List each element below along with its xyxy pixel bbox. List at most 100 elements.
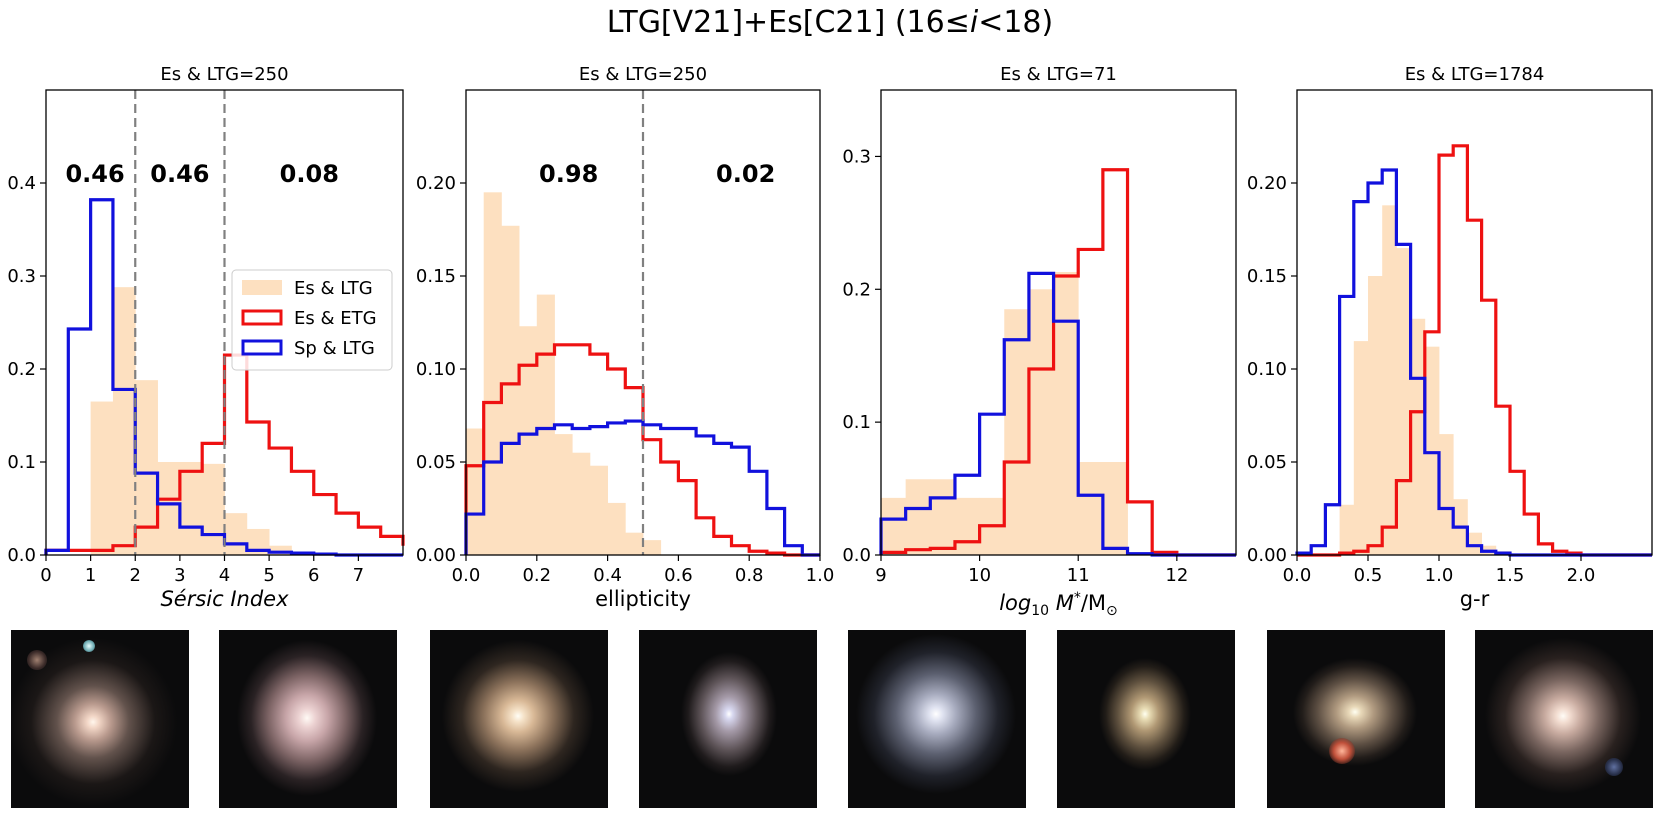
galaxy-thumbnail-7 <box>1267 630 1445 808</box>
y-tick-label: 0.05 <box>1247 452 1287 473</box>
y-tick-label: 0.00 <box>416 545 456 566</box>
y-tick-label: 0.4 <box>7 173 36 194</box>
hist-bar <box>519 326 538 555</box>
step-line-es-etg <box>1297 144 1652 557</box>
panel-title: Es & LTG=250 <box>579 64 707 85</box>
panel-title: Es & LTG=1784 <box>1405 64 1545 85</box>
y-tick-label: 0.00 <box>1247 545 1287 566</box>
x-tick-label: 1 <box>85 565 96 586</box>
fraction-label: 0.98 <box>539 160 598 188</box>
y-tick-label: 0.0 <box>842 545 871 566</box>
panel-title: Es & LTG=71 <box>1000 64 1117 85</box>
hist-bar <box>501 225 520 555</box>
y-tick-label: 0.3 <box>842 146 871 167</box>
x-tick-label: 5 <box>263 565 274 586</box>
y-tick-label: 0.15 <box>416 266 456 287</box>
hist-bar <box>1102 462 1128 555</box>
legend-swatch <box>241 309 283 326</box>
hist-bar <box>625 532 644 555</box>
figure: LTG[V21]+Es[C21] (16≤i<18) 0.46 0.46 0.080… <box>7 5 1653 619</box>
y-tick-label: 0.20 <box>416 173 456 194</box>
galaxy-thumbnail-8 <box>1475 630 1653 808</box>
histogram-panel-4 <box>1291 89 1653 561</box>
hist-bar <box>1028 289 1054 555</box>
hist-bar <box>1467 532 1482 555</box>
x-tick-label: 0.5 <box>1354 565 1383 586</box>
step-line-sp-ltg <box>44 198 403 557</box>
x-tick-label: 7 <box>353 565 364 586</box>
hist-bar <box>1339 504 1355 555</box>
hist-bar <box>246 528 270 555</box>
fraction-label: 0.08 <box>280 160 339 188</box>
histogram-panel-1 <box>40 89 405 561</box>
x-tick-label: 2 <box>130 565 141 586</box>
galaxy-thumbnail-3 <box>430 630 608 808</box>
star-icon <box>1329 738 1355 764</box>
y-tick-label: 0.0 <box>7 545 36 566</box>
x-axis-label: ellipticity <box>595 587 691 611</box>
galaxy-thumbnail-5 <box>848 630 1026 808</box>
hist-bar <box>483 192 502 556</box>
y-tick-label: 0.2 <box>7 359 36 380</box>
galaxy-thumbnail-6 <box>1057 630 1235 808</box>
hist-bar <box>607 502 626 555</box>
legend-swatch <box>241 339 283 356</box>
hist-bar <box>1368 276 1383 555</box>
fraction-label: 0.46 <box>65 160 124 188</box>
star-icon <box>27 650 47 670</box>
hist-bar <box>1424 346 1440 555</box>
hist-bar <box>589 465 608 555</box>
star-icon <box>1605 758 1623 776</box>
x-tick-label: 10 <box>968 565 991 586</box>
x-tick-label: 11 <box>1067 565 1090 586</box>
x-tick-label: 0 <box>40 565 51 586</box>
x-axis-label: log10 M*/M⊙ <box>999 590 1118 619</box>
x-tick-label: 4 <box>219 565 230 586</box>
step-line-sp-ltg <box>464 419 820 557</box>
hist-bar <box>269 545 292 555</box>
y-tick-label: 0.3 <box>7 266 36 287</box>
x-tick-label: 0.0 <box>452 565 481 586</box>
hist-bar <box>157 462 181 555</box>
histogram-panel-2 <box>460 89 821 561</box>
hist-bar <box>536 294 555 555</box>
hist-bar <box>90 401 114 555</box>
x-tick-label: 2.0 <box>1567 565 1596 586</box>
hist-bar <box>554 434 573 555</box>
y-tick-label: 0.1 <box>842 412 871 433</box>
hist-bar <box>881 497 907 555</box>
y-tick-label: 0.10 <box>1247 359 1287 380</box>
hist-bar <box>1004 309 1030 555</box>
y-tick-label: 0.10 <box>416 359 456 380</box>
hist-bar <box>224 513 248 555</box>
hist-bar <box>1053 272 1079 555</box>
y-tick-label: 0.1 <box>7 452 36 473</box>
hist-bar <box>572 452 591 555</box>
galaxy-thumbnails <box>0 630 1661 808</box>
x-tick-label: 0.2 <box>522 565 551 586</box>
y-tick-label: 0.20 <box>1247 173 1287 194</box>
hist-bar <box>112 287 136 555</box>
panel-title: Es & LTG=250 <box>160 64 288 85</box>
x-tick-label: 3 <box>174 565 185 586</box>
x-tick-label: 0.0 <box>1283 565 1312 586</box>
hist-bar <box>179 462 203 555</box>
galaxy-thumbnail-4 <box>639 630 817 808</box>
fraction-label: 0.02 <box>716 160 775 188</box>
x-tick-label: 12 <box>1165 565 1188 586</box>
x-tick-label: 1.0 <box>1425 565 1454 586</box>
legend-swatch <box>242 280 282 295</box>
x-tick-label: 1.5 <box>1496 565 1525 586</box>
figure-title: LTG[V21]+Es[C21] (16≤i<18) <box>607 5 1053 40</box>
x-tick-label: 9 <box>875 565 886 586</box>
y-tick-label: 0.2 <box>842 279 871 300</box>
legend-entry: Sp & LTG <box>294 338 375 359</box>
hist-bar <box>466 428 485 555</box>
hist-bar <box>1439 434 1454 555</box>
y-tick-label: 0.15 <box>1247 266 1287 287</box>
hist-bar <box>1382 205 1397 555</box>
hist-bar <box>135 380 158 555</box>
x-tick-label: 1.0 <box>806 565 835 586</box>
x-tick-label: 0.8 <box>735 565 764 586</box>
hist-bar <box>202 463 225 555</box>
